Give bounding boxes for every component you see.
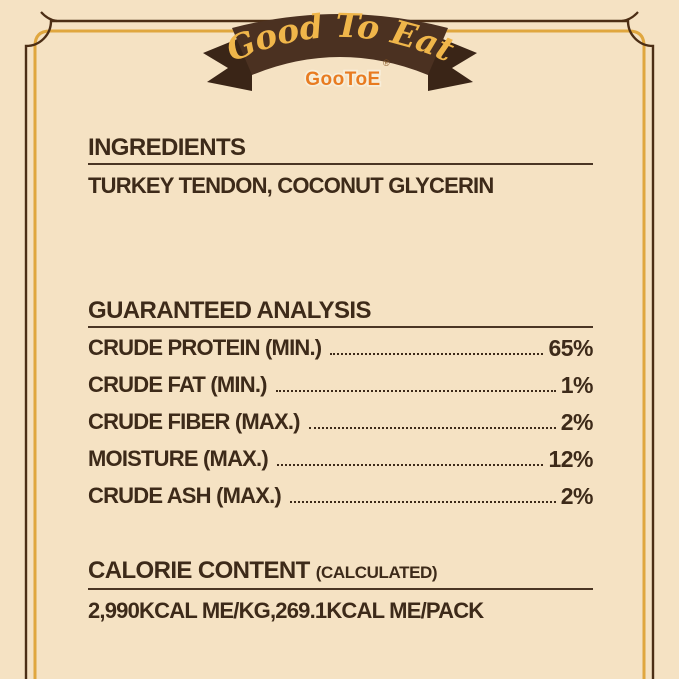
dotted-leader [289,501,556,503]
analysis-row-value: 2% [560,483,594,509]
analysis-row-label: CRUDE ASH (MAX.) [88,483,282,508]
calorie-heading-row: CALORIE CONTENT (CALCULATED) [88,557,593,590]
analysis-row-value: 12% [548,446,593,472]
brand-ribbon: Good To Eat GooToE ® [203,6,477,92]
analysis-row: CRUDE FAT (MIN.) 1% [88,372,594,398]
ribbon-band [232,14,448,75]
ingredients-heading: INGREDIENTS [88,134,246,161]
dotted-leader [330,353,544,355]
guaranteed-analysis-table: CRUDE PROTEIN (MIN.) 65% CRUDE FAT (MIN.… [88,335,594,509]
dotted-leader [308,427,556,429]
registered-trademark-icon: ® [383,58,390,68]
dotted-leader [276,464,544,466]
analysis-row: CRUDE FIBER (MAX.) 2% [88,409,594,435]
frame-corner-flick-right [621,11,639,23]
analysis-row-label: CRUDE FIBER (MAX.) [88,409,301,434]
calorie-value: 2,990KCAL ME/KG,269.1KCAL ME/PACK [88,598,484,623]
analysis-row-label: CRUDE FAT (MIN.) [88,372,267,397]
dotted-leader [275,390,556,392]
ribbon-tail-right [428,33,477,91]
guaranteed-analysis-heading-row: GUARANTEED ANALYSIS [88,297,593,328]
ingredients-value: TURKEY TENDON, COCONUT GLYCERIN [88,173,494,198]
calorie-heading: CALORIE CONTENT [88,557,310,584]
analysis-row-label: MOISTURE (MAX.) [88,446,269,471]
frame-corner-flick-left [40,11,58,23]
analysis-row-value: 2% [560,409,594,435]
brand-logo: GooToE [305,69,380,90]
guaranteed-analysis-heading: GUARANTEED ANALYSIS [88,297,371,324]
analysis-row: CRUDE ASH (MAX.) 2% [88,483,594,509]
analysis-row-value: 65% [548,335,593,361]
analysis-row-label: CRUDE PROTEIN (MIN.) [88,335,322,360]
analysis-row-value: 1% [560,372,594,398]
guaranteed-analysis-section: GUARANTEED ANALYSIS CRUDE PROTEIN (MIN.)… [88,297,594,521]
ribbon-banner-title: Good To Eat [221,6,461,70]
ribbon-tail-left [203,33,252,91]
ingredients-section: INGREDIENTS TURKEY TENDON, COCONUT GLYCE… [88,134,593,198]
analysis-row: CRUDE PROTEIN (MIN.) 65% [88,335,593,361]
ingredients-heading-row: INGREDIENTS [88,134,593,165]
analysis-row: MOISTURE (MAX.) 12% [88,446,593,472]
calorie-qualifier: (CALCULATED) [315,563,438,582]
calorie-content-section: CALORIE CONTENT (CALCULATED) 2,990KCAL M… [88,557,593,623]
